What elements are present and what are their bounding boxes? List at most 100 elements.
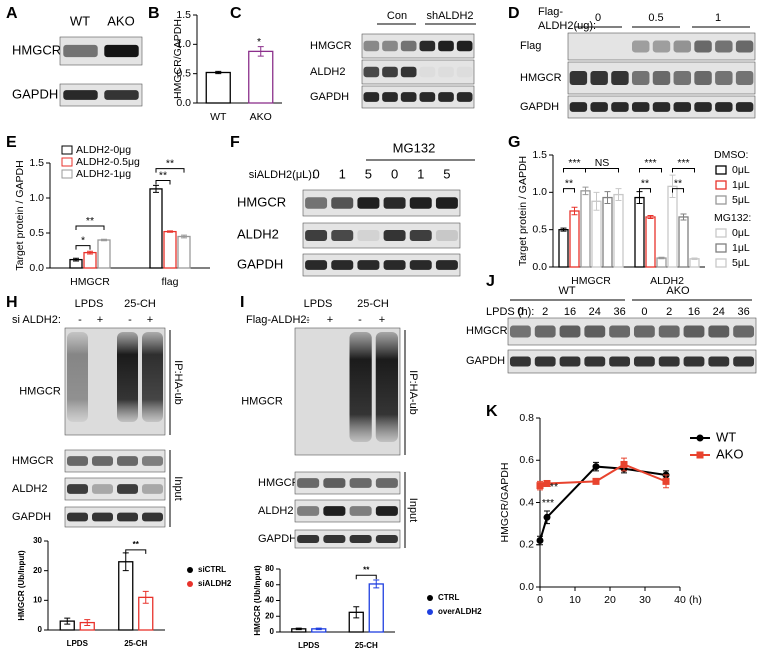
annotation: ** [641,177,649,189]
band [456,40,473,52]
row-label: GAPDH [12,86,58,101]
blot [294,499,401,523]
band [658,356,680,367]
lane-label: 0 [517,306,523,318]
x-tick-label: WT [210,111,227,123]
marker [536,482,544,490]
error-bar [571,206,578,216]
band [569,102,588,112]
band [349,535,372,543]
y-tick-label: 0.0 [176,97,191,109]
band [735,70,754,86]
band [104,90,139,100]
error-bar [257,46,264,57]
legend-swatch [715,228,727,238]
y-tick-label: 0.4 [519,496,534,508]
error-bar [691,257,698,261]
row-label: ALDH2 [258,505,293,517]
band [419,66,436,78]
panel-label: H [6,294,18,311]
side-label: Input [407,498,419,522]
row-label: GAPDH [12,511,51,523]
sign-label: - [78,314,82,326]
annotation: ** [159,169,167,181]
x-tick-label: 10 [569,594,581,606]
band [509,356,531,367]
legend-label: overALDH2 [438,607,482,616]
group-label: LPDS [304,298,333,310]
y-tick-label: 1.0 [176,38,191,50]
legend-marker [427,595,433,601]
blot [294,471,401,495]
band [117,456,138,466]
x-tick-label: HMGCR [571,275,611,287]
row-label: ALDH2 [12,483,47,495]
blot [302,222,461,249]
panel-label: G [508,134,520,151]
band [323,535,346,543]
error-bar [658,256,665,260]
band [142,512,163,522]
legend-label: CTRL [438,593,459,602]
legend-label: ALDH2-0μg [76,144,131,156]
band [409,260,432,270]
sig-bracket [672,167,695,173]
x-tick-label: 25-CH [124,639,147,648]
panel-label: A [6,5,18,22]
blot [302,189,461,217]
band [652,102,671,112]
legend-label: siALDH2 [198,579,232,588]
band [631,70,650,86]
lane-label: 5 [443,166,450,181]
band [357,197,380,209]
band [117,512,138,522]
legend-label: 5μL [732,194,750,206]
error-bar [669,174,676,199]
band [673,102,692,112]
legend-marker [427,609,433,615]
group-label: MG132 [393,140,436,155]
band [92,484,113,494]
y-axis-label: Target protein / GAPDH [517,156,529,266]
band [349,506,372,516]
x-tick-label: 40 [674,594,686,606]
annotation: *** [542,497,554,509]
annotation: * [81,234,85,246]
error-bar [680,213,687,221]
blot [64,477,166,501]
band [305,260,328,270]
band [297,478,320,488]
band [590,70,608,86]
lane-label: 1 [417,166,424,181]
y-tick-label: 40 [265,596,274,605]
error-bar [295,627,302,631]
band [383,197,406,209]
band [559,325,581,338]
band [92,512,113,522]
legend-label: ALDH2-1μg [76,168,131,180]
band [708,325,730,338]
band [652,70,671,86]
blot [64,449,166,473]
annotation: * [257,36,261,48]
error-bar [142,590,149,604]
error-bar [560,227,567,232]
legend-swatch [715,195,727,205]
annotation: ** [674,177,682,189]
band [63,44,98,58]
x-tick-label: LPDS [298,641,320,650]
panel-label: K [486,403,498,420]
y-axis-label: HMGCR (Ub/Input) [17,550,26,621]
band [435,260,458,270]
x-tick-label: HMGCR [70,276,110,288]
bar [569,210,580,268]
band [297,506,320,516]
panel-label: C [230,5,242,22]
annotation: ** [565,177,573,189]
row-label: HMGCR [237,194,286,209]
error-bar [73,257,79,262]
band [331,197,354,209]
band [67,456,88,466]
error-bar [582,186,589,196]
y-tick-label: 0.0 [29,262,44,274]
